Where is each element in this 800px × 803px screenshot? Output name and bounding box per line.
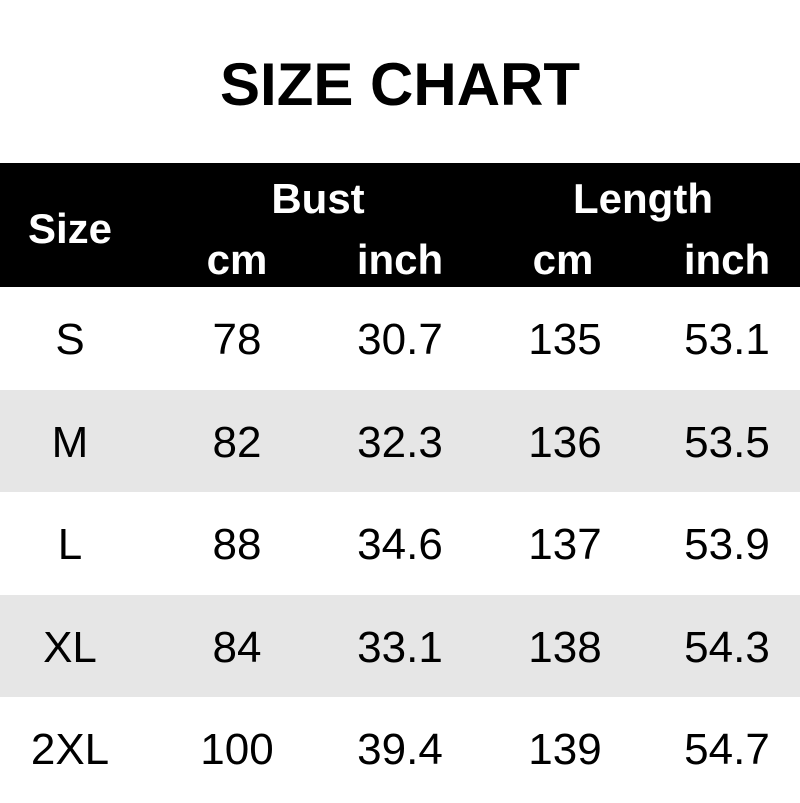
header-bust-inch: inch: [356, 236, 444, 283]
cell-length-inch: 54.7: [684, 725, 770, 775]
table-row: M 82 32.3 136 53.5: [0, 389, 800, 492]
cell-size: L: [57, 520, 83, 570]
cell-length-inch: 53.5: [684, 417, 770, 467]
cell-size: S: [55, 315, 85, 364]
cell-length-cm: 135: [528, 315, 602, 364]
cell-length-cm: 137: [528, 520, 602, 570]
cell-length-inch: 53.9: [684, 520, 770, 570]
cell-bust-inch: 33.1: [357, 622, 443, 672]
cell-bust-cm: 100: [200, 725, 274, 775]
table-row: XL 84 33.1 138 54.3: [0, 594, 800, 697]
table-row: 2XL 100 39.4 139 54.7: [0, 697, 800, 799]
cell-bust-cm: 78: [212, 315, 262, 364]
cell-length-inch: 53.1: [684, 315, 770, 364]
cell-bust-inch: 30.7: [357, 315, 443, 364]
cell-size: M: [51, 417, 89, 467]
cell-bust-cm: 84: [212, 622, 262, 672]
header-length-inch: inch: [683, 236, 771, 283]
cell-length-cm: 138: [528, 622, 602, 672]
table-row: S 78 30.7 135 53.1: [0, 287, 800, 389]
header-size: Size: [27, 205, 113, 252]
cell-bust-cm: 82: [212, 417, 262, 467]
header-length-cm: cm: [532, 236, 594, 283]
cell-size: XL: [43, 622, 97, 672]
cell-size: 2XL: [30, 725, 110, 775]
cell-length-cm: 139: [528, 725, 602, 775]
cell-bust-inch: 39.4: [357, 725, 443, 775]
header-length: Length: [573, 175, 713, 222]
table-row: L 88 34.6 137 53.9: [0, 492, 800, 594]
cell-bust-cm: 88: [212, 520, 262, 570]
header-bust-cm: cm: [206, 236, 268, 283]
cell-length-cm: 136: [528, 417, 602, 467]
header-bust: Bust: [271, 175, 365, 222]
cell-bust-inch: 32.3: [357, 417, 443, 467]
cell-bust-inch: 34.6: [357, 520, 443, 570]
chart-title: SIZE CHART: [220, 51, 580, 118]
cell-length-inch: 54.3: [684, 622, 770, 672]
table-header: Size Bust Length cm inch cm inch: [0, 163, 800, 287]
